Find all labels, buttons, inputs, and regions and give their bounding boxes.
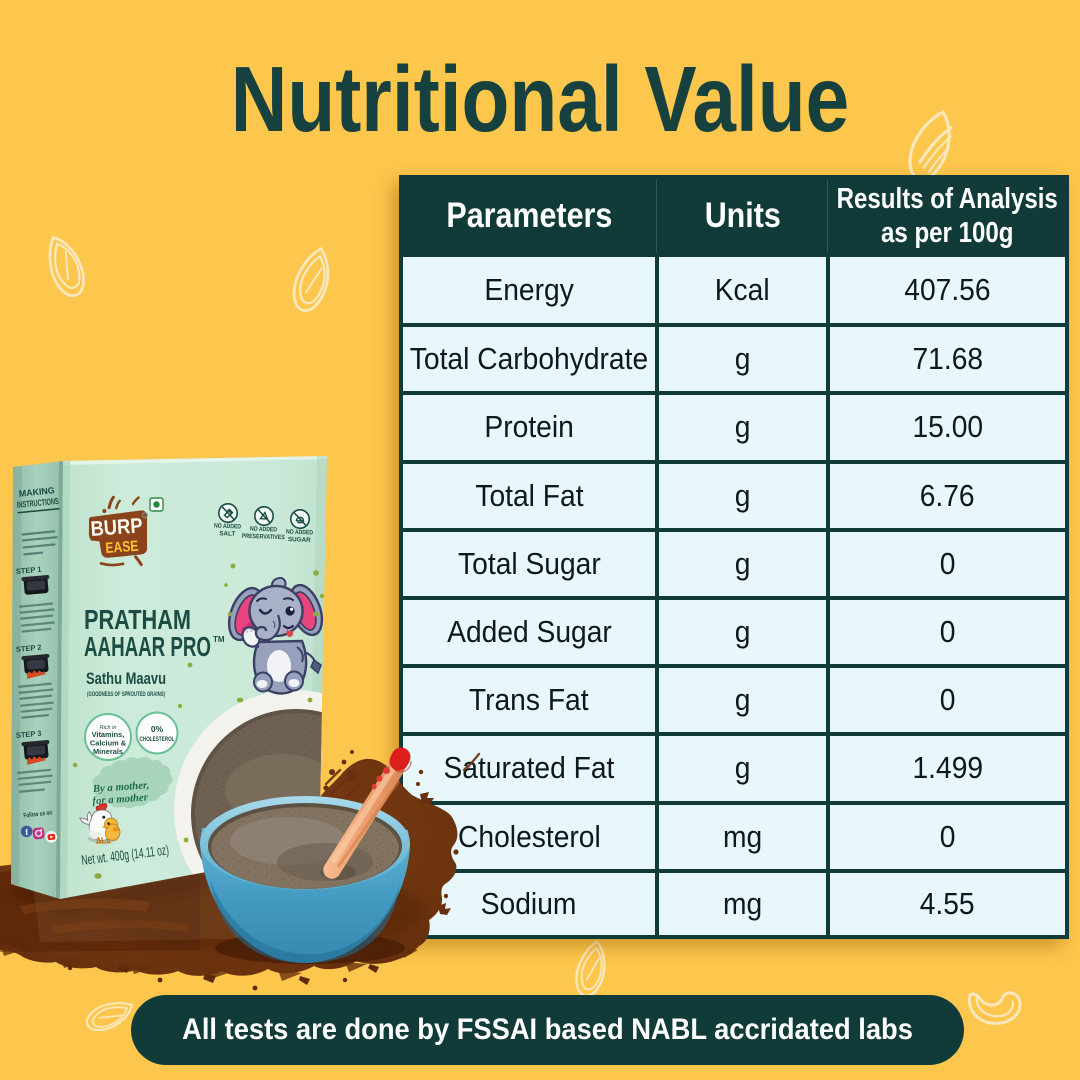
- svg-text:Sathu Maavu: Sathu Maavu: [86, 669, 166, 688]
- svg-text:SUGAR: SUGAR: [288, 536, 311, 544]
- svg-text:NO ADDED: NO ADDED: [250, 526, 278, 534]
- svg-text:STEP 1: STEP 1: [15, 565, 41, 576]
- svg-text:f: f: [25, 827, 29, 837]
- svg-text:STEP 2: STEP 2: [15, 643, 41, 654]
- svg-text:Minerals: Minerals: [93, 747, 123, 756]
- svg-text:(GOODNESS OF SPROUTED GRAINS): (GOODNESS OF SPROUTED GRAINS): [87, 691, 165, 698]
- svg-text:BURP: BURP: [90, 514, 143, 541]
- svg-text:PRESERVATIVES: PRESERVATIVES: [242, 533, 285, 541]
- svg-text:INSTRUCTIONS: INSTRUCTIONS: [16, 496, 59, 510]
- svg-text:NO ADDED: NO ADDED: [214, 523, 242, 531]
- svg-text:By a mother,: By a mother,: [91, 779, 149, 795]
- svg-text:NO ADDED: NO ADDED: [286, 529, 314, 537]
- svg-text:MAKING: MAKING: [18, 485, 55, 498]
- svg-text:EASE: EASE: [105, 538, 139, 557]
- svg-text:0%: 0%: [151, 724, 164, 734]
- svg-text:STEP 3: STEP 3: [15, 729, 41, 740]
- svg-text:R: R: [143, 513, 146, 518]
- svg-text:SALT: SALT: [219, 530, 235, 538]
- svg-text:CHOLESTEROL: CHOLESTEROL: [140, 736, 175, 743]
- svg-text:for a mother: for a mother: [92, 791, 149, 807]
- svg-text:Vitamins,: Vitamins,: [92, 730, 125, 739]
- svg-text:Follow us on: Follow us on: [23, 810, 53, 820]
- svg-text:AAHAAR PRO: AAHAAR PRO: [84, 631, 211, 662]
- svg-text:Rich in: Rich in: [100, 725, 117, 731]
- svg-text:Calcium &: Calcium &: [90, 739, 127, 748]
- svg-text:TM: TM: [213, 635, 225, 644]
- svg-text:PRATHAM: PRATHAM: [84, 604, 191, 635]
